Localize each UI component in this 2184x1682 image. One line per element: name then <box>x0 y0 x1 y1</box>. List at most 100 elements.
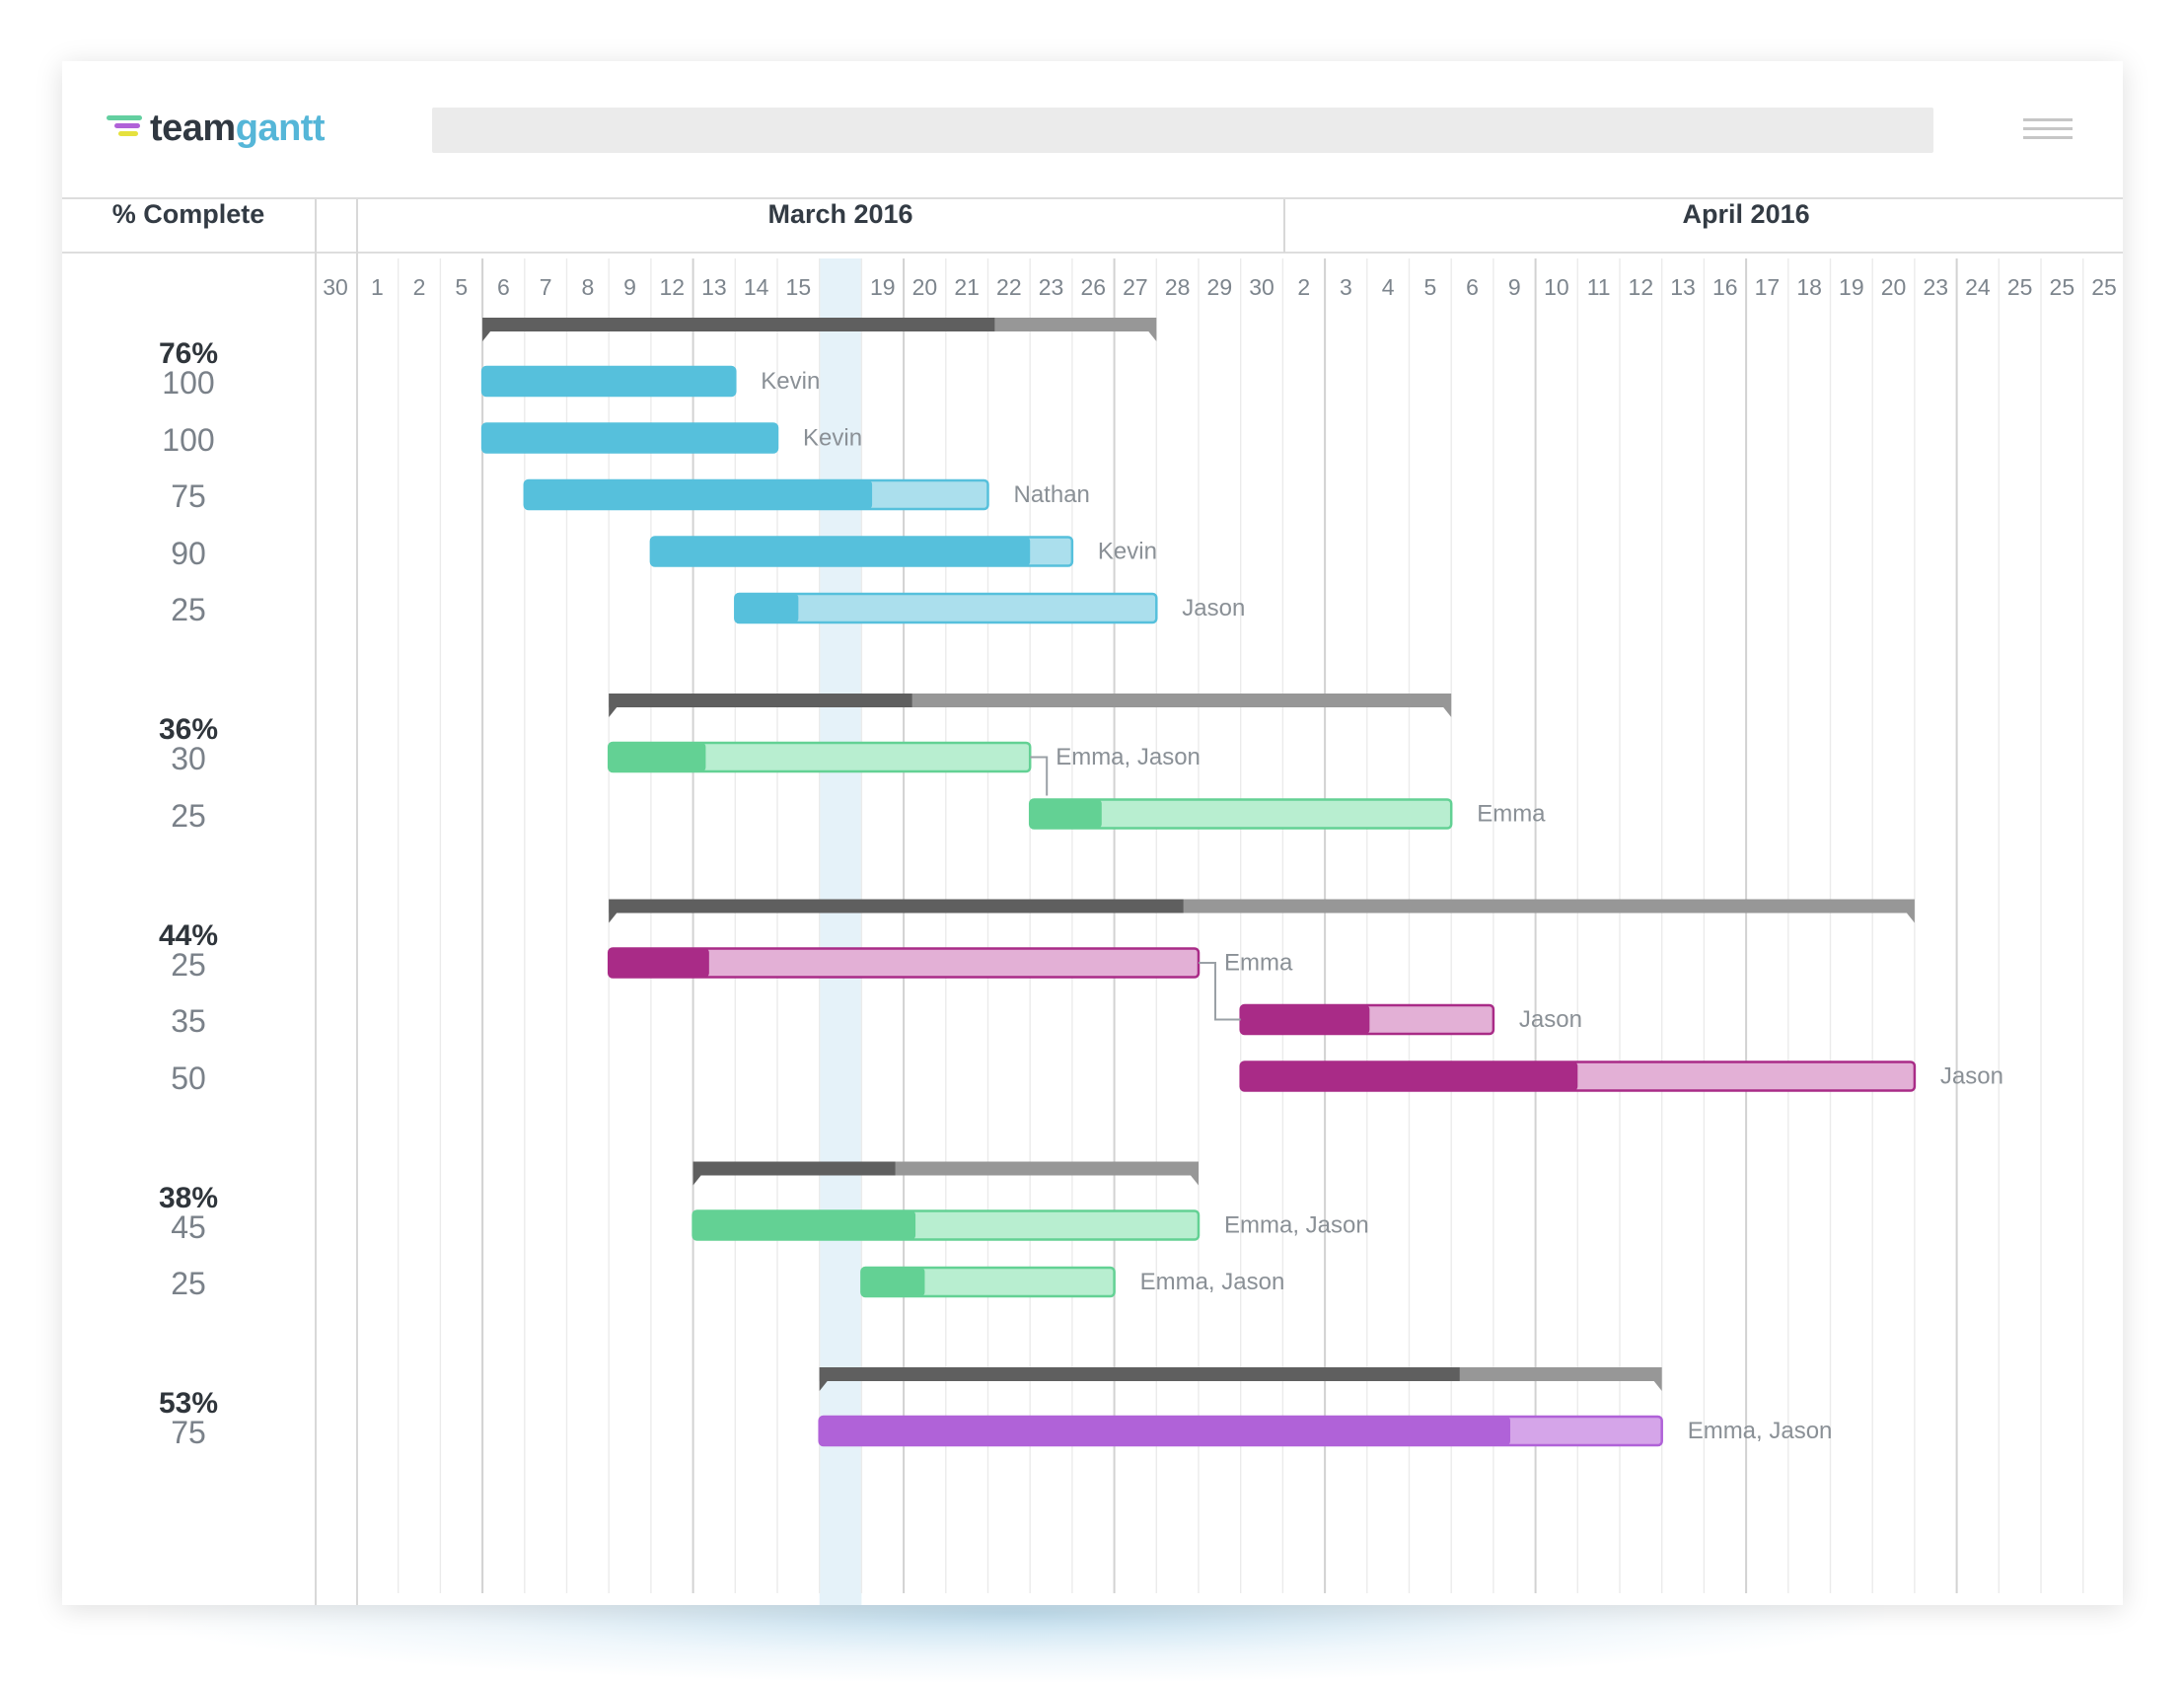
logo-bars-icon <box>107 107 146 146</box>
task-bar-progress <box>609 948 709 978</box>
day-label: 16 <box>1711 274 1738 300</box>
group-bar-complete <box>609 694 912 707</box>
task-bar-progress <box>609 743 706 771</box>
task-bar-progress <box>650 537 1031 566</box>
group-bar-left-cap <box>692 1175 701 1186</box>
day-label: 20 <box>911 274 938 300</box>
day-label: 6 <box>497 274 510 300</box>
day-label: 10 <box>1544 274 1569 300</box>
group-percent-label: 44% <box>158 918 219 952</box>
group-percent-label: 36% <box>158 713 219 746</box>
day-label: 28 <box>1164 274 1191 300</box>
group-bar-complete <box>819 1367 1460 1381</box>
day-label: 25 <box>2091 274 2117 300</box>
group-percent-label: 76% <box>158 337 219 370</box>
day-label: 2 <box>1297 274 1311 300</box>
day-label: 6 <box>1466 274 1479 300</box>
day-label: 19 <box>869 274 896 300</box>
group-bar-right-cap <box>1148 331 1157 341</box>
day-label: 5 <box>1423 274 1437 300</box>
task-bar[interactable] <box>1028 798 1453 830</box>
day-label: 4 <box>1381 274 1395 300</box>
task-bar-progress <box>1240 1005 1370 1034</box>
task-assignee-label: Emma, Jason <box>1056 744 1201 770</box>
task-percent-label: 75 <box>171 478 206 514</box>
task-assignee-label: Emma <box>1477 801 1546 828</box>
task-assignee-label: Emma, Jason <box>1140 1269 1285 1295</box>
task-percent-label: 100 <box>162 365 215 401</box>
day-label: 12 <box>659 274 686 300</box>
day-label: 24 <box>1965 274 1991 300</box>
day-label: 3 <box>1340 274 1352 300</box>
day-label: 27 <box>1123 274 1148 300</box>
day-label: 7 <box>539 274 552 300</box>
task-assignee-label: Jason <box>1519 1006 1582 1033</box>
gantt-chart: Kevin Kevin Nathan Kevin Jason Emma, Jason Emm… <box>398 258 2084 1605</box>
task-assignee-label: Emma, Jason <box>1688 1418 1833 1444</box>
day-label: 19 <box>1839 274 1864 300</box>
task-assignee-label: Emma, Jason <box>1224 1212 1369 1239</box>
day-label: 23 <box>1038 274 1064 300</box>
day-label: 11 <box>1586 274 1611 300</box>
task-percent-label: 25 <box>171 1266 206 1301</box>
task-bar-progress <box>692 1210 916 1240</box>
task-bar-progress <box>735 594 799 622</box>
task-assignee-label: Nathan <box>1014 481 1090 508</box>
dependency-connector <box>1199 962 1241 1021</box>
month-label: April 2016 <box>1682 199 1810 229</box>
day-label: 21 <box>954 274 980 300</box>
day-label: 22 <box>996 274 1022 300</box>
logo-word-team: team <box>150 108 236 149</box>
hamburger-menu-icon[interactable] <box>2023 116 2073 144</box>
group-bar-complete <box>692 1161 896 1176</box>
dependency-connector <box>1030 756 1049 796</box>
day-label: 25 <box>2006 274 2033 300</box>
day-label: 8 <box>581 274 595 300</box>
search-bar[interactable] <box>432 108 1933 153</box>
task-bar-progress <box>482 367 736 396</box>
task-percent-label: 90 <box>171 535 206 571</box>
day-label: 30 <box>1249 274 1274 300</box>
column-divider <box>315 199 317 1605</box>
day-label: 9 <box>1507 274 1521 300</box>
day-label: 12 <box>1628 274 1654 300</box>
group-bar-left-cap <box>609 913 618 923</box>
gantt-app-window: teamgantt % Complete March 2016 April 201… <box>62 61 2123 1605</box>
day-label: 25 <box>2049 274 2075 300</box>
task-assignee-label: Jason <box>1940 1063 2003 1090</box>
day-label: 14 <box>743 274 769 300</box>
group-percent-label: 53% <box>158 1387 219 1420</box>
percent-complete-header[interactable]: % Complete <box>111 199 265 229</box>
task-assignee-label: Kevin <box>761 368 820 395</box>
task-assignee-label: Kevin <box>1098 539 1157 565</box>
today-highlight <box>819 258 862 1605</box>
day-label: 23 <box>1923 274 1949 300</box>
task-percent-label: 30 <box>171 741 206 776</box>
group-bar-complete <box>609 899 1184 914</box>
task-percent-label: 25 <box>171 797 206 834</box>
group-bar-right-cap <box>1653 1381 1662 1391</box>
task-bar-progress <box>482 423 777 453</box>
day-label: 17 <box>1754 274 1781 300</box>
group-bar-right-cap <box>1191 1175 1199 1186</box>
task-percent-label: 25 <box>171 946 206 983</box>
logo-wordmark: teamgantt <box>150 107 326 150</box>
task-assignee-label: Jason <box>1182 595 1245 622</box>
group-percent-label: 38% <box>158 1181 219 1214</box>
day-label: 15 <box>785 274 812 300</box>
task-assignee-label: Kevin <box>803 425 862 452</box>
month-row-divider <box>62 252 2123 254</box>
task-percent-label: 50 <box>171 1060 206 1096</box>
day-label: 9 <box>623 274 636 300</box>
task-percent-label: 100 <box>162 421 215 458</box>
day-label: 26 <box>1080 274 1107 300</box>
task-bar-progress <box>524 480 873 509</box>
day-label: 1 <box>370 274 384 300</box>
task-bar-progress <box>819 1417 1510 1445</box>
day-label: 20 <box>1880 274 1907 300</box>
task-percent-label: 25 <box>171 592 206 627</box>
day-label: 5 <box>455 274 469 300</box>
task-bar-progress <box>1240 1061 1578 1091</box>
header-divider <box>62 197 2123 199</box>
group-bar-left-cap <box>819 1381 828 1391</box>
